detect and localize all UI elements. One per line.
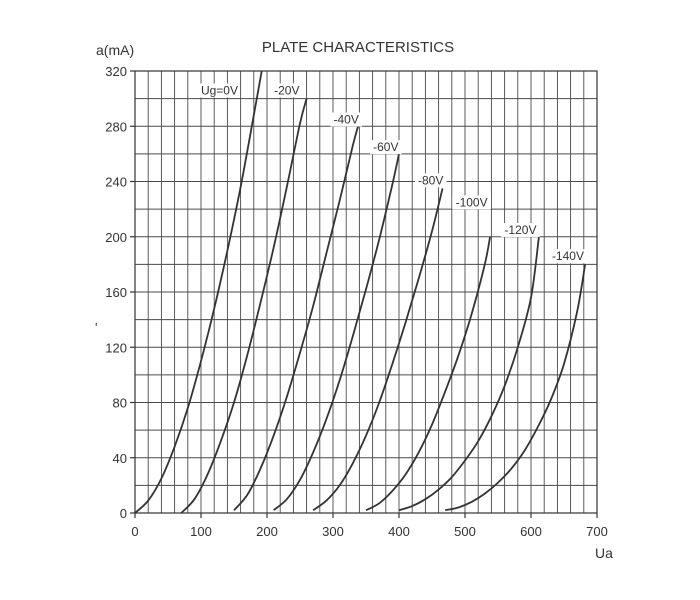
curves bbox=[134, 70, 587, 514]
curve-label: -40V bbox=[330, 112, 362, 127]
y-tick-label: 320 bbox=[105, 64, 127, 79]
y-tick-label: 120 bbox=[105, 340, 127, 355]
curve-100v bbox=[365, 236, 491, 512]
y-axis-label: a(mA) bbox=[96, 42, 134, 58]
axis-ticks: 0 100 200 300 400 500 600 700 0 40 80 120 160 200 240 2… bbox=[105, 64, 608, 539]
curve-label-text: -60V bbox=[373, 140, 398, 154]
y-tick-label: 160 bbox=[105, 285, 127, 300]
x-tick-label: 400 bbox=[388, 524, 410, 539]
curve-label-text: -20V bbox=[274, 83, 299, 97]
curve-label-background bbox=[200, 83, 239, 98]
grid bbox=[135, 71, 597, 513]
curve-80v bbox=[312, 188, 444, 511]
curve-label: Ug=0V bbox=[200, 83, 239, 98]
x-axis-label: Ua bbox=[595, 545, 613, 561]
curve-label: -100V bbox=[452, 195, 491, 210]
curve-label-background bbox=[370, 140, 402, 155]
curve-label-background bbox=[452, 195, 491, 210]
x-tick-label: 700 bbox=[586, 524, 608, 539]
curve-label: -60V bbox=[370, 140, 402, 155]
y-tick-label: 40 bbox=[113, 451, 127, 466]
curve-label-text: -40V bbox=[334, 112, 359, 126]
curve-120v bbox=[398, 236, 540, 512]
curve-label: -140V bbox=[548, 249, 588, 264]
curve-20v bbox=[180, 98, 308, 514]
curve-label-background bbox=[501, 222, 540, 237]
x-tick-label: 0 bbox=[131, 524, 138, 539]
x-tick-label: 500 bbox=[454, 524, 476, 539]
curve-140v bbox=[445, 264, 587, 512]
curve-40v bbox=[233, 126, 359, 511]
x-tick-label: 600 bbox=[520, 524, 542, 539]
curve-label-background bbox=[330, 112, 362, 127]
curve-labels: Ug=0V -20V -40V -60V -80V -100V -120V -140V bbox=[200, 83, 588, 264]
curve-label: -80V bbox=[414, 173, 447, 188]
curve-label-text: -140V bbox=[552, 249, 584, 263]
x-tick-label: 200 bbox=[256, 524, 278, 539]
curve-ug-0v bbox=[134, 70, 263, 514]
curve-label-text: -100V bbox=[456, 195, 488, 209]
y-tick-label: 0 bbox=[120, 506, 127, 521]
curve-label-background bbox=[548, 249, 588, 264]
curve-label: -20V bbox=[271, 83, 303, 98]
y-tick-label: 200 bbox=[105, 230, 127, 245]
chart-title: PLATE CHARACTERISTICS bbox=[262, 39, 454, 56]
curve-label-background bbox=[414, 173, 447, 188]
x-tick-label: 100 bbox=[190, 524, 212, 539]
curve-label-text: Ug=0V bbox=[201, 83, 238, 97]
x-tick-label: 300 bbox=[322, 524, 344, 539]
curve-label-text: -120V bbox=[504, 223, 536, 237]
stray-mark: ' bbox=[95, 320, 97, 335]
curve-label-text: -80V bbox=[418, 173, 443, 187]
y-tick-label: 280 bbox=[105, 119, 127, 134]
curve-label: -120V bbox=[501, 222, 540, 237]
curve-60v bbox=[273, 153, 400, 511]
y-tick-label: 80 bbox=[113, 396, 127, 411]
curve-label-background bbox=[271, 83, 303, 98]
y-tick-label: 240 bbox=[105, 175, 127, 190]
